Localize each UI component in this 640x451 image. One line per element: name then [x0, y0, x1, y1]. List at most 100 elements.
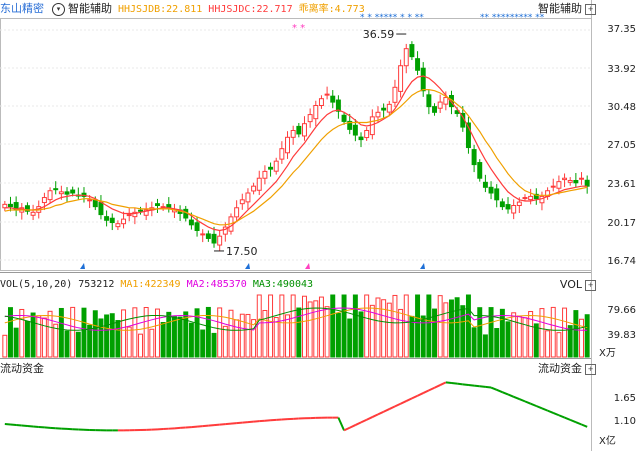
volume-bar: [352, 294, 358, 358]
dropdown-circle-icon[interactable]: ▾: [52, 2, 65, 16]
candle-body: [121, 218, 127, 225]
candle-body: [262, 170, 268, 179]
volume-right-label[interactable]: VOL +: [560, 278, 596, 292]
flow-right-label-text: 流动资金: [538, 362, 582, 375]
volume-bar: [443, 302, 449, 358]
volume-bar: [420, 315, 426, 358]
volume-bar: [511, 312, 517, 358]
flow-segment: [564, 416, 571, 421]
volume-bar: [2, 334, 8, 358]
candle-body: [104, 216, 110, 221]
volume-right-label-text: VOL: [559, 278, 582, 291]
flow-right-label[interactable]: 流动资金 +: [538, 362, 596, 376]
candle-body: [550, 185, 556, 188]
candle-body: [352, 124, 358, 136]
vol-ma2-line: [4, 307, 588, 331]
candle-body: [318, 98, 324, 106]
candle-body: [256, 177, 262, 191]
flow-segment: [236, 421, 243, 425]
flow-segment: [513, 395, 520, 401]
flow-segment: [377, 410, 385, 416]
candle-body: [511, 205, 517, 214]
candle-body: [132, 211, 138, 218]
volume-bar: [477, 307, 483, 358]
volume-bar: [550, 306, 556, 358]
candle-body: [53, 188, 59, 191]
volume-bar: [364, 294, 370, 358]
flow-segment: [547, 409, 554, 414]
volume-bar: [217, 307, 223, 358]
candle-body: [143, 209, 149, 216]
flow-segment: [524, 400, 532, 405]
candle-body: [567, 180, 573, 183]
candle-body: [268, 166, 274, 170]
flow-segment: [16, 424, 22, 427]
volume-bar: [81, 307, 87, 358]
flow-unit: X亿: [599, 436, 616, 447]
main-right-label[interactable]: 智能辅助 +: [538, 2, 596, 16]
flow-segment: [569, 418, 577, 424]
candle-body: [138, 209, 143, 212]
candle-body: [307, 114, 313, 123]
flow-segment: [213, 423, 220, 427]
flow-expand-square-icon[interactable]: +: [585, 363, 596, 375]
volume-bar: [98, 318, 104, 358]
flow-segment: [468, 383, 475, 387]
hhjsjdc-value: HHJSJDC:22.717: [208, 4, 293, 15]
volume-bar: [567, 325, 573, 358]
volume-bar: [454, 297, 460, 358]
candle-body: [426, 94, 432, 108]
candle-body: [579, 177, 584, 180]
candle-body: [92, 199, 98, 208]
indicator-name[interactable]: 智能辅助: [68, 2, 112, 15]
volume-bar: [313, 300, 319, 358]
volume-bar: [205, 306, 211, 358]
flow-segment: [473, 384, 480, 388]
flow-segment: [462, 383, 469, 386]
candle-body: [155, 203, 160, 207]
candle-body: [488, 186, 494, 194]
volume-bar: [143, 307, 149, 358]
candle-body: [403, 48, 409, 67]
volume-ma3: MA3:490043: [252, 279, 314, 290]
volume-title: VOL(5,10,20): [0, 279, 73, 290]
volume-bar: [296, 307, 302, 358]
expand-square-icon[interactable]: +: [585, 3, 596, 15]
flow-segment: [383, 408, 390, 413]
candle-body: [222, 226, 228, 235]
flow-segment: [507, 393, 515, 398]
candle-body: [273, 160, 279, 172]
volume-bar: [432, 308, 437, 358]
blue-markers-b: ** ********* **: [480, 13, 545, 23]
volume-bar: [171, 316, 177, 358]
volume-bar: [138, 333, 143, 358]
candle-body: [539, 195, 545, 204]
vol-ma1-line: [4, 307, 588, 331]
volume-bar: [24, 321, 30, 358]
candle-body: [58, 191, 64, 195]
volume-bar: [149, 328, 155, 358]
volume-bar: [177, 316, 183, 358]
candle-body: [369, 116, 375, 136]
candle-body: [279, 148, 285, 160]
candle-body: [296, 125, 302, 135]
candle-body: [341, 114, 347, 122]
volume-expand-square-icon[interactable]: +: [585, 279, 596, 291]
volume-bar: [268, 294, 274, 358]
volume-value: 753212: [78, 279, 115, 290]
volume-bar: [562, 307, 568, 358]
stock-name[interactable]: 东山精密: [0, 2, 44, 15]
volume-bar: [528, 311, 534, 358]
y-tick-main-1: 33.92: [607, 64, 636, 75]
candle-body: [471, 149, 477, 166]
candle-body: [347, 120, 353, 130]
candle-body: [211, 233, 217, 244]
main-right-label-text: 智能辅助: [538, 2, 582, 15]
flow-segment: [496, 388, 503, 394]
candle-body: [516, 201, 522, 207]
volume-bar: [290, 294, 296, 358]
volume-bar: [222, 325, 228, 358]
volume-bar: [330, 294, 336, 358]
candle-body: [398, 65, 404, 92]
